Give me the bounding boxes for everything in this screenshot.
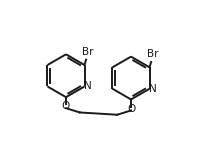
Text: Br: Br [82, 47, 93, 57]
Text: Br: Br [147, 49, 158, 59]
Text: O: O [62, 101, 70, 111]
Text: O: O [127, 104, 135, 114]
Text: N: N [84, 81, 92, 91]
Text: N: N [149, 84, 157, 94]
